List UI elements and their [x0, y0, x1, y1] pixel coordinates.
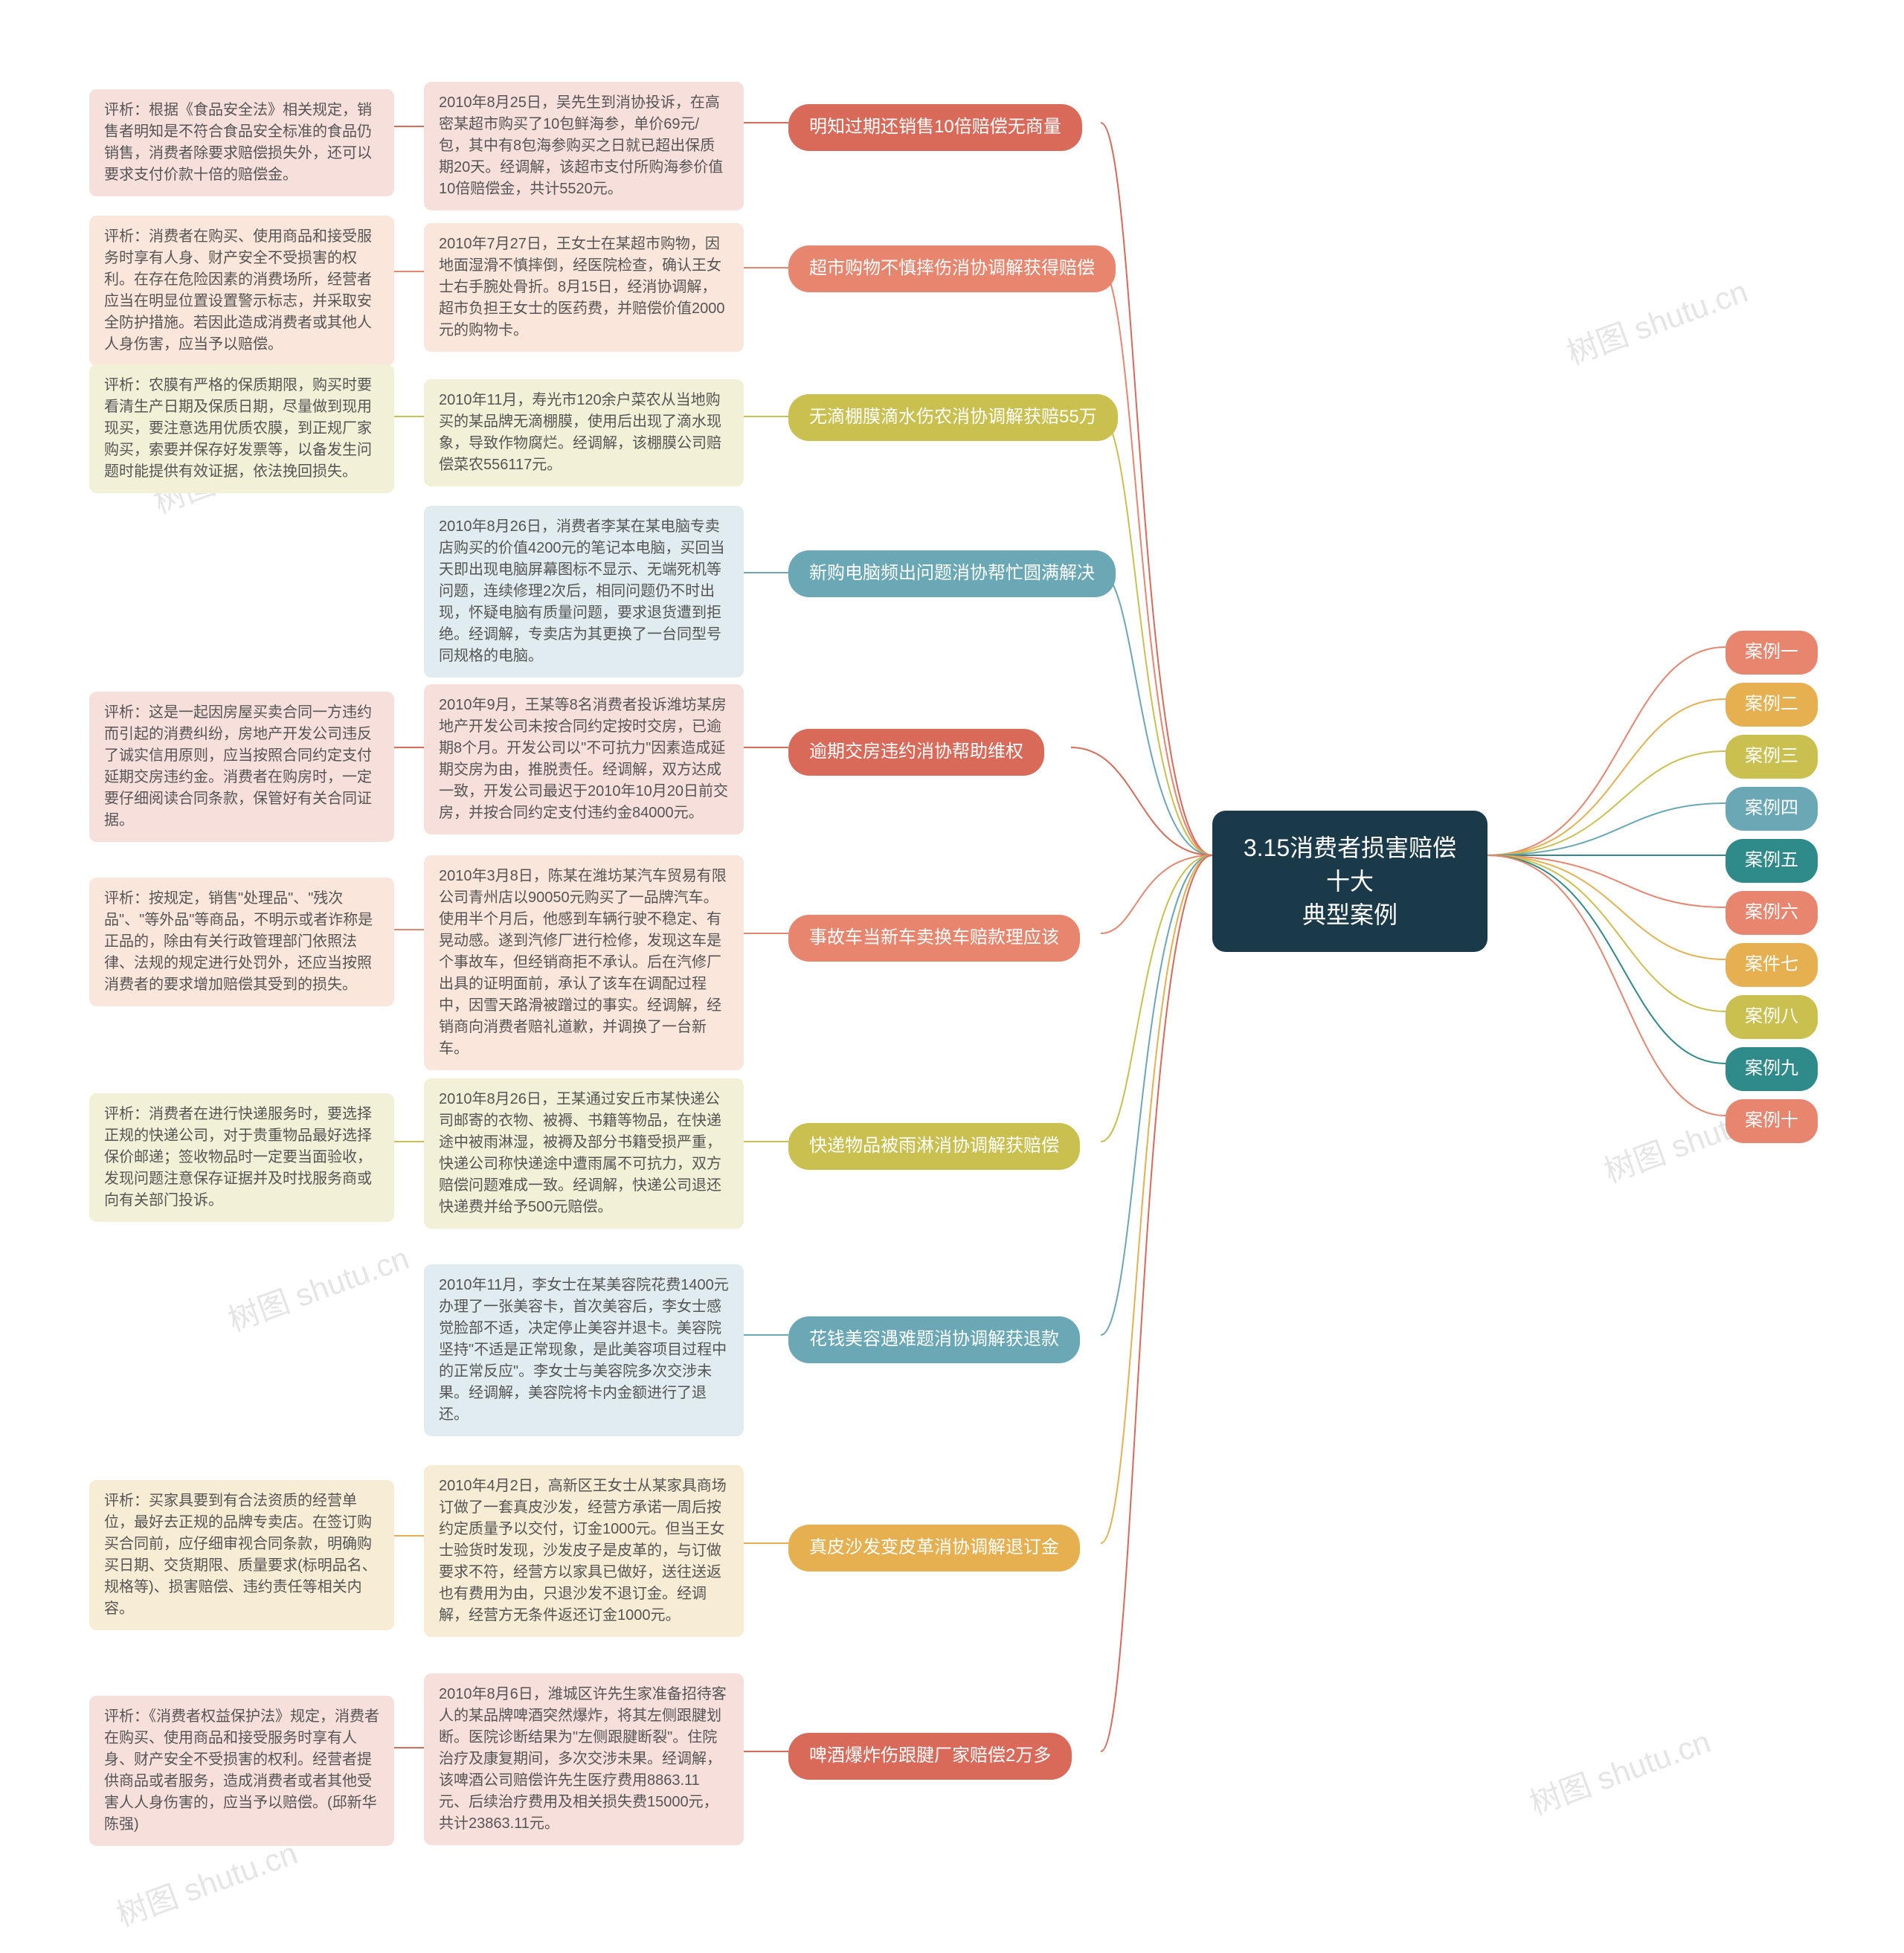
- watermark: 树图 shutu.cn: [221, 1233, 414, 1340]
- topic-2-detail: 2010年7月27日，王女士在某超市购物，因地面湿滑不慎摔倒，经医院检查，确认王…: [424, 223, 744, 352]
- topic-6-detail: 2010年3月8日，陈某在潍坊某汽车贸易有限公司青州店以90050元购买了一品牌…: [424, 855, 744, 1070]
- case-pill-5[interactable]: 案例五: [1726, 839, 1818, 883]
- topic-2-comment: 评析：消费者在购买、使用商品和接受服务时享有人身、财产安全不受损害的权利。在存在…: [89, 216, 394, 366]
- topic-6[interactable]: 事故车当新车卖换车赔款理应该: [788, 915, 1080, 962]
- case-pill-10[interactable]: 案例十: [1726, 1099, 1818, 1143]
- case-pill-6[interactable]: 案例六: [1726, 891, 1818, 935]
- topic-9-detail: 2010年4月2日，高新区王女士从某家具商场订做了一套真皮沙发，经营方承诺一周后…: [424, 1465, 744, 1637]
- topic-2[interactable]: 超市购物不慎摔伤消协调解获得赔偿: [788, 245, 1116, 292]
- topic-5[interactable]: 逾期交房违约消协帮助维权: [788, 729, 1044, 776]
- topic-7[interactable]: 快递物品被雨淋消协调解获赔偿: [788, 1123, 1080, 1170]
- topic-6-comment: 评析：按规定，销售"处理品"、"残次品"、"等外品"等商品，不明示或者诈称是正品…: [89, 878, 394, 1006]
- topic-8[interactable]: 花钱美容遇难题消协调解获退款: [788, 1316, 1080, 1363]
- topic-3-comment: 评析：农膜有严格的保质期限，购买时要看清生产日期及保质日期，尽量做到现用现买，要…: [89, 364, 394, 493]
- topic-9[interactable]: 真皮沙发变皮革消协调解退订金: [788, 1525, 1080, 1571]
- watermark: 树图 shutu.cn: [1522, 1716, 1716, 1824]
- case-pill-9[interactable]: 案例九: [1726, 1047, 1818, 1091]
- watermark: 树图 shutu.cn: [1560, 266, 1753, 373]
- topic-10[interactable]: 啤酒爆炸伤跟腱厂家赔偿2万多: [788, 1733, 1072, 1780]
- topic-10-detail: 2010年8月6日，潍城区许先生家准备招待客人的某品牌啤酒突然爆炸，将其左侧跟腱…: [424, 1673, 744, 1845]
- case-pill-1[interactable]: 案例一: [1726, 631, 1818, 675]
- topic-1-detail: 2010年8月25日，吴先生到消协投诉，在高密某超市购买了10包鲜海参，单价69…: [424, 82, 744, 210]
- case-pill-2[interactable]: 案例二: [1726, 683, 1818, 727]
- case-pill-3[interactable]: 案例三: [1726, 735, 1818, 779]
- topic-1[interactable]: 明知过期还销售10倍赔偿无商量: [788, 104, 1082, 151]
- topic-1-comment: 评析：根据《食品安全法》相关规定，销售者明知是不符合食品安全标准的食品仍销售，消…: [89, 89, 394, 196]
- case-pill-7[interactable]: 案件七: [1726, 943, 1818, 987]
- topic-9-comment: 评析：买家具要到有合法资质的经营单位，最好去正规的品牌专卖店。在签订购买合同前，…: [89, 1480, 394, 1630]
- topic-3[interactable]: 无滴棚膜滴水伤农消协调解获赔55万: [788, 394, 1118, 441]
- topic-7-comment: 评析：消费者在进行快递服务时，要选择正规的快递公司，对于贵重物品最好选择保价邮递…: [89, 1093, 394, 1222]
- topic-5-comment: 评析：这是一起因房屋买卖合同一方违约而引起的消费纠纷，房地产开发公司违反了诚实信…: [89, 692, 394, 842]
- topic-7-detail: 2010年8月26日，王某通过安丘市某快递公司邮寄的衣物、被褥、书籍等物品，在快…: [424, 1078, 744, 1229]
- topic-4[interactable]: 新购电脑频出问题消协帮忙圆满解决: [788, 550, 1116, 597]
- topic-5-detail: 2010年9月，王某等8名消费者投诉潍坊某房地产开发公司未按合同约定按时交房，已…: [424, 684, 744, 834]
- topic-10-comment: 评析：《消费者权益保护法》规定，消费者在购买、使用商品和接受服务时享有人身、财产…: [89, 1696, 394, 1846]
- topic-3-detail: 2010年11月，寿光市120余户菜农从当地购买的某品牌无滴棚膜，使用后出现了滴…: [424, 379, 744, 486]
- case-pill-8[interactable]: 案例八: [1726, 995, 1818, 1039]
- root-node[interactable]: 3.15消费者损害赔偿十大 典型案例: [1212, 811, 1488, 952]
- topic-4-detail: 2010年8月26日，消费者李某在某电脑专卖店购买的价值4200元的笔记本电脑，…: [424, 506, 744, 678]
- case-pill-4[interactable]: 案例四: [1726, 787, 1818, 831]
- topic-8-detail: 2010年11月，李女士在某美容院花费1400元办理了一张美容卡，首次美容后，李…: [424, 1264, 744, 1436]
